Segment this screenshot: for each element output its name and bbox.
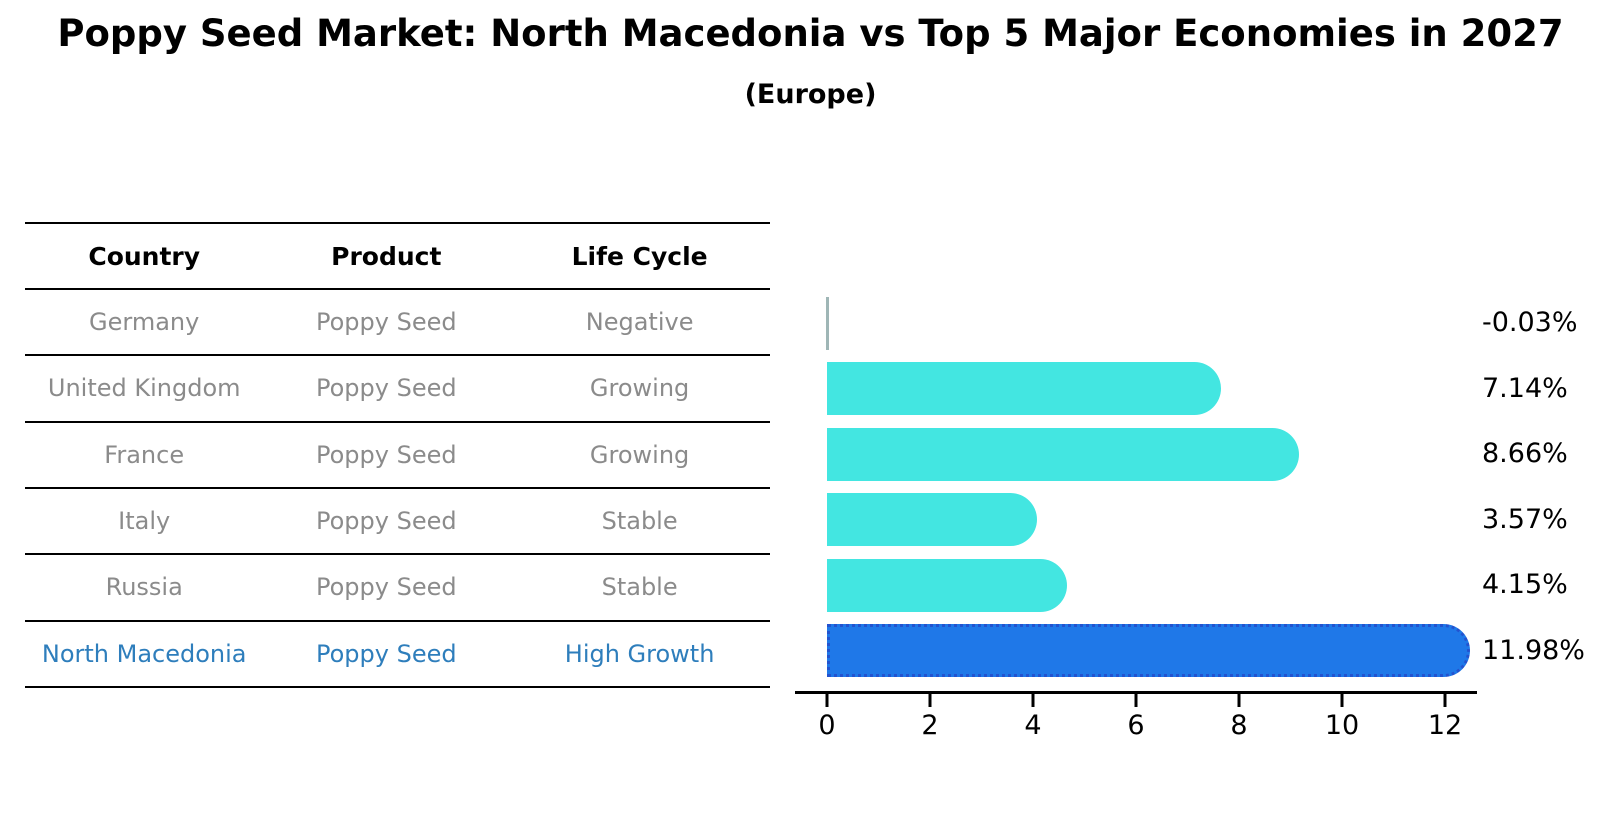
value-label: -0.03% <box>1482 307 1578 338</box>
table-row: France Poppy Seed Growing <box>25 423 770 489</box>
x-axis-tick-label: 2 <box>921 710 939 741</box>
x-axis-tick <box>1134 694 1138 707</box>
cell-product: Poppy Seed <box>316 573 457 602</box>
cell-product: Poppy Seed <box>316 639 457 668</box>
bar-united-kingdom <box>827 362 1221 415</box>
chart-subtitle: (Europe) <box>744 79 877 110</box>
table-row: North Macedonia Poppy Seed High Growth <box>25 622 770 688</box>
cell-country: Russia <box>105 573 183 602</box>
x-axis-tick <box>1340 694 1344 707</box>
cell-life-cycle: Stable <box>601 507 678 536</box>
cell-country: United Kingdom <box>47 374 241 403</box>
bar-italy <box>827 493 1037 546</box>
bar-russia <box>827 558 1067 612</box>
value-label: 3.57% <box>1482 503 1568 535</box>
x-axis-tick-label: 12 <box>1427 710 1463 741</box>
header-cell-country: Country <box>88 241 201 271</box>
country-table: Country Product Life Cycle Germany Poppy … <box>25 222 770 688</box>
value-label: 11.98% <box>1482 634 1585 666</box>
bar-north-macedonia <box>827 624 1470 677</box>
x-axis-tick <box>1443 694 1447 707</box>
bar-germany <box>826 296 829 350</box>
x-axis-tick-label: 10 <box>1324 710 1360 741</box>
cell-product: Poppy Seed <box>316 440 457 469</box>
header-cell-product: Product <box>331 241 442 271</box>
table-row: Germany Poppy Seed Negative <box>25 290 770 357</box>
x-axis-tick-label: 4 <box>1024 710 1042 741</box>
cell-product: Poppy Seed <box>316 507 457 536</box>
header-cell-life-cycle: Life Cycle <box>571 241 708 271</box>
cell-product: Poppy Seed <box>316 374 457 403</box>
x-axis-tick-label: 6 <box>1127 710 1145 741</box>
cell-country: Germany <box>89 308 200 337</box>
table-row: United Kingdom Poppy Seed Growing <box>25 356 770 423</box>
cell-product: Poppy Seed <box>316 308 457 337</box>
table-row: Italy Poppy Seed Stable <box>25 489 770 556</box>
x-axis-tick <box>1031 694 1035 707</box>
table-row: Russia Poppy Seed Stable <box>25 555 770 622</box>
cell-life-cycle: Negative <box>585 308 694 337</box>
x-axis-tick-label: 0 <box>818 710 836 741</box>
bar-france <box>827 427 1299 481</box>
x-axis-tick <box>825 694 829 707</box>
chart-title: Poppy Seed Market: North Macedonia vs To… <box>57 12 1564 55</box>
cell-life-cycle: High Growth <box>564 639 715 668</box>
cell-country: France <box>104 440 185 469</box>
x-axis-line <box>795 691 1477 694</box>
value-label: 8.66% <box>1482 438 1568 469</box>
x-axis-tick-label: 8 <box>1230 710 1248 741</box>
cell-country: North Macedonia <box>41 639 247 668</box>
cell-country: Italy <box>118 507 171 536</box>
value-label: 4.15% <box>1482 569 1568 600</box>
cell-life-cycle: Growing <box>589 440 690 469</box>
table-header-row: Country Product Life Cycle <box>25 224 770 290</box>
cell-life-cycle: Stable <box>601 573 678 602</box>
x-axis-tick <box>1237 694 1241 707</box>
value-label: 7.14% <box>1482 372 1568 404</box>
cell-life-cycle: Growing <box>589 374 690 403</box>
x-axis-tick <box>928 694 932 707</box>
